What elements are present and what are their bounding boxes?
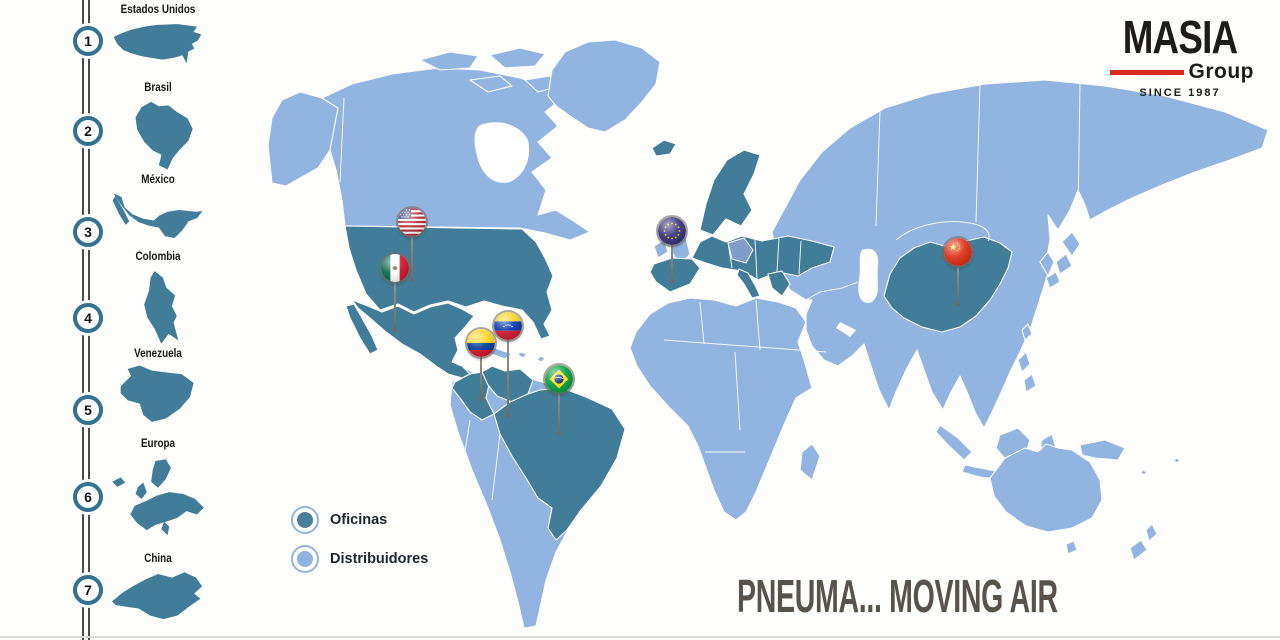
map-hudson-bay bbox=[474, 122, 530, 183]
venezuela-silhouette-icon bbox=[100, 362, 216, 428]
map-taiwan bbox=[1021, 323, 1033, 341]
brand-since: SINCE 1987 bbox=[1139, 87, 1221, 99]
flag-europa-icon bbox=[658, 217, 686, 245]
map-greenland bbox=[547, 39, 661, 133]
pin-colombia bbox=[467, 329, 495, 401]
pin-mexico bbox=[381, 254, 409, 332]
sidebar-number-brasil: 2 bbox=[73, 116, 103, 146]
legend-label: Oficinas bbox=[330, 512, 388, 528]
map-italy bbox=[736, 268, 761, 299]
usa-silhouette-icon bbox=[100, 18, 216, 70]
sidebar-item-usa: Estados Unidos bbox=[100, 4, 216, 70]
pin-stick bbox=[956, 263, 960, 306]
map-philippines bbox=[1017, 351, 1037, 393]
sidebar-item-europa: Europa bbox=[100, 438, 216, 546]
sidebar-item-label: Venezuela bbox=[134, 348, 182, 360]
flag-colombia-icon bbox=[467, 329, 495, 357]
mexico-silhouette-icon bbox=[100, 188, 216, 246]
flag-usa-icon bbox=[398, 208, 426, 236]
sidebar-item-label: Europa bbox=[140, 438, 176, 450]
map-korea bbox=[1039, 251, 1055, 277]
brasil-silhouette-icon bbox=[100, 96, 216, 172]
map-japan bbox=[1045, 231, 1081, 289]
sidebar-item-china: China bbox=[100, 553, 216, 627]
map-canada bbox=[321, 67, 591, 241]
flag-mexico-icon bbox=[381, 254, 409, 282]
map-brazil bbox=[493, 387, 626, 541]
europa-silhouette-icon bbox=[100, 452, 216, 546]
sidebar-number-europa: 6 bbox=[73, 482, 103, 512]
map-persian-gulf bbox=[836, 322, 856, 337]
map-australia bbox=[989, 443, 1103, 533]
map-scandinavia bbox=[699, 149, 761, 236]
sidebar-item-label: China bbox=[144, 553, 172, 565]
map-eurasia bbox=[771, 79, 1269, 429]
sidebar-number-mexico: 3 bbox=[73, 217, 103, 247]
sidebar-item-mexico: México bbox=[100, 174, 216, 246]
map-balkans bbox=[767, 270, 791, 297]
brand-name: MASIA bbox=[1122, 11, 1238, 63]
sidebar-number-usa: 1 bbox=[73, 26, 103, 56]
legend-item-distributor: Distribuidores bbox=[292, 546, 428, 572]
legend-distributor-dot-icon bbox=[297, 551, 313, 567]
map-madagascar bbox=[799, 443, 821, 481]
brand-red-line bbox=[1110, 69, 1184, 75]
sidebar-item-label: Colombia bbox=[135, 251, 181, 263]
sidebar-item-label: Estados Unidos bbox=[120, 4, 196, 16]
map-iceland bbox=[651, 139, 677, 157]
map-iberia bbox=[649, 257, 701, 293]
pin-venezuela bbox=[494, 312, 522, 418]
sidebar-item-venezuela: Venezuela bbox=[100, 348, 216, 428]
map-germany bbox=[727, 237, 754, 264]
map-africa bbox=[629, 297, 813, 521]
map-baja bbox=[345, 303, 379, 355]
map-mexico bbox=[351, 299, 475, 379]
pin-china bbox=[944, 238, 972, 306]
legend-label: Distribuidores bbox=[330, 551, 429, 567]
sidebar-item-brasil: Brasil bbox=[100, 82, 216, 172]
legend-office-dot-icon bbox=[297, 512, 313, 528]
sidebar-number-venezuela: 5 bbox=[73, 395, 103, 425]
flag-venezuela-icon bbox=[494, 312, 522, 340]
pin-europa bbox=[658, 217, 686, 283]
pin-stick bbox=[393, 279, 397, 332]
brand-logo: MASIA Group SINCE 1987 bbox=[1100, 14, 1260, 99]
map-china bbox=[883, 236, 1013, 333]
pin-stick bbox=[557, 390, 561, 435]
sidebar-item-label: México bbox=[141, 174, 175, 186]
flag-brasil-icon bbox=[545, 365, 573, 393]
map-tasmania bbox=[1065, 540, 1078, 555]
sidebar-number-colombia: 4 bbox=[73, 303, 103, 333]
flag-china-icon bbox=[944, 238, 972, 266]
colombia-silhouette-icon bbox=[100, 265, 216, 349]
map-new-zealand bbox=[1129, 523, 1158, 561]
map-caspian-sea bbox=[858, 248, 879, 303]
pin-stick bbox=[506, 337, 510, 418]
map-pacific-islands bbox=[1140, 457, 1181, 476]
brand-sub: Group bbox=[1188, 60, 1254, 83]
pin-stick bbox=[410, 233, 414, 282]
map-ireland bbox=[653, 239, 669, 259]
pin-usa bbox=[398, 208, 426, 282]
sidebar-item-label: Brasil bbox=[144, 82, 172, 94]
sidebar-item-colombia: Colombia bbox=[100, 251, 216, 349]
sidebar-number-china: 7 bbox=[73, 575, 103, 605]
legend: Oficinas Distribuidores bbox=[292, 507, 428, 585]
china-silhouette-icon bbox=[100, 567, 216, 627]
bottom-divider bbox=[0, 636, 1280, 638]
pin-stick bbox=[670, 242, 674, 283]
legend-item-office: Oficinas bbox=[292, 507, 428, 533]
pin-stick bbox=[479, 354, 483, 401]
pin-brasil bbox=[545, 365, 573, 435]
tagline: PNEUMA... MOVING AIR bbox=[737, 570, 1058, 622]
